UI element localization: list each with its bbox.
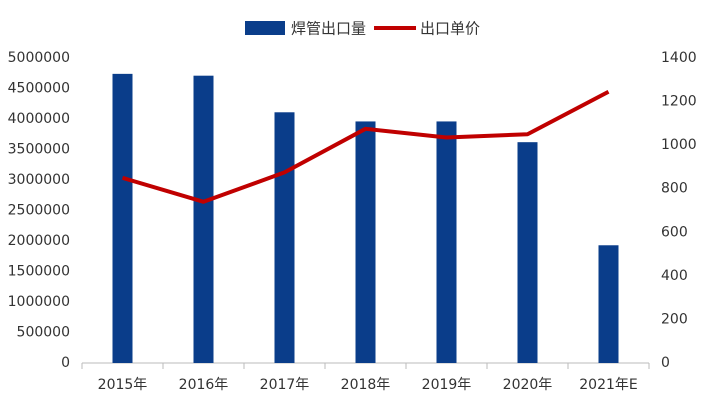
- bar: [436, 121, 457, 363]
- y2-tick-label: 1400: [661, 50, 697, 66]
- x-tick-label: 2018年: [341, 377, 391, 393]
- y-tick-label: 3500000: [8, 142, 70, 158]
- y-tick-label: 3000000: [8, 172, 70, 188]
- y-tick-label: 2500000: [8, 203, 70, 219]
- legend-label: 出口单价: [420, 20, 480, 38]
- x-tick-label: 2020年: [503, 377, 553, 393]
- bar: [598, 245, 619, 363]
- y-tick-label: 0: [61, 355, 70, 371]
- y2-tick-label: 1200: [661, 94, 697, 110]
- y2-tick-label: 600: [661, 224, 688, 240]
- legend-label: 焊管出口量: [291, 20, 366, 38]
- bar: [193, 75, 214, 363]
- y-tick-label: 1500000: [8, 264, 70, 280]
- y-tick-label: 2000000: [8, 233, 70, 249]
- x-tick-label: 2015年: [98, 377, 148, 393]
- y-tick-label: 5000000: [8, 50, 70, 66]
- y2-tick-label: 400: [661, 268, 688, 284]
- bar: [517, 142, 538, 363]
- y-tick-label: 1000000: [8, 294, 70, 310]
- legend-swatch: [245, 21, 285, 35]
- y2-tick-label: 200: [661, 311, 688, 327]
- line: [121, 89, 610, 204]
- x-tick-label: 2016年: [179, 377, 229, 393]
- y2-tick-label: 800: [661, 181, 688, 197]
- x-tick-label: 2019年: [422, 377, 472, 393]
- x-tick-label: 2021年E: [579, 377, 637, 393]
- bar: [274, 112, 295, 363]
- y2-tick-label: 0: [661, 355, 670, 371]
- x-tick-label: 2017年: [260, 377, 310, 393]
- y2-tick-label: 1000: [661, 137, 697, 153]
- y-tick-label: 4000000: [8, 111, 70, 127]
- bar: [355, 121, 376, 363]
- bar: [112, 73, 133, 364]
- y-tick-label: 500000: [17, 325, 70, 341]
- y-tick-label: 4500000: [8, 81, 70, 97]
